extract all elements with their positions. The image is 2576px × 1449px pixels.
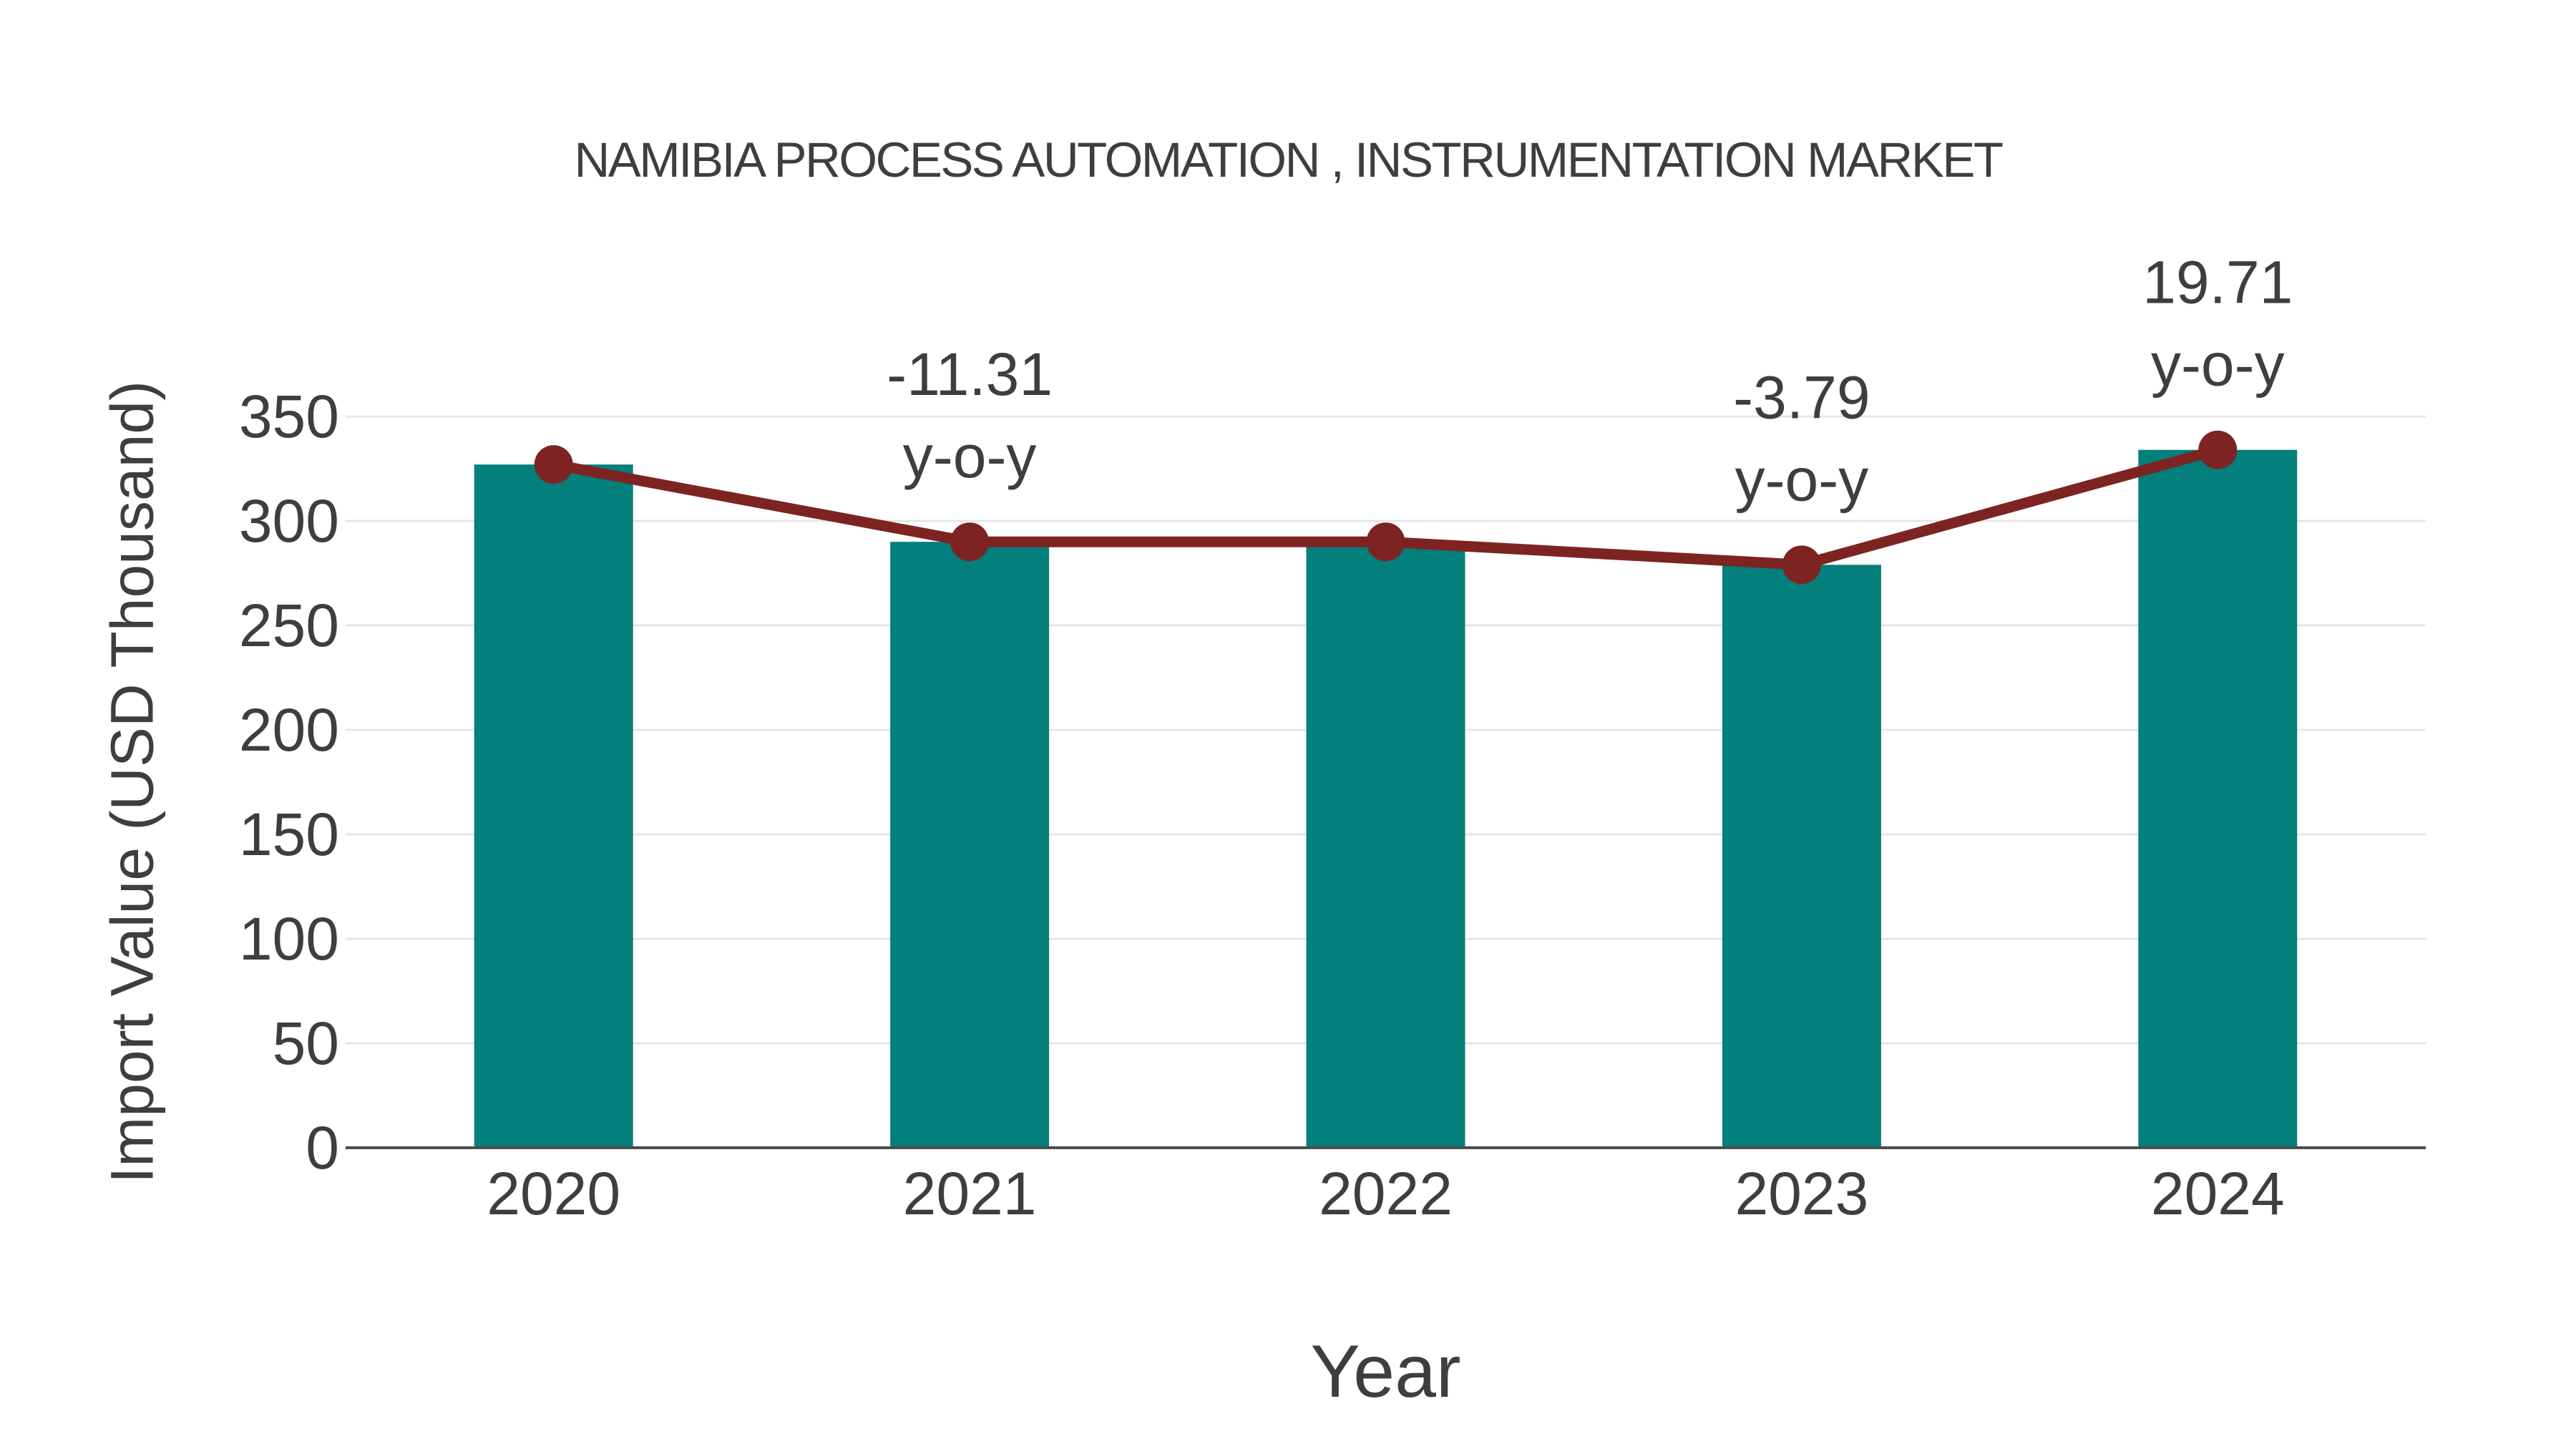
annotation-2024-value: 19.71 — [2142, 249, 2293, 316]
x-axis-title: Year — [1310, 1330, 1461, 1413]
trend-marker-2021 — [950, 522, 990, 562]
bar-2020 — [474, 464, 633, 1148]
annotation-2023-value: -3.79 — [1733, 364, 1870, 431]
bar-2022 — [1306, 542, 1465, 1148]
y-tick-label-250: 250 — [239, 592, 339, 659]
y-tick-label-50: 50 — [273, 1010, 339, 1077]
trend-marker-2022 — [1366, 522, 1405, 562]
bar-2024 — [2138, 449, 2298, 1148]
x-tick-label-2021: 2021 — [903, 1160, 1037, 1227]
chart-title: NAMIBIA PROCESS AUTOMATION , INSTRUMENTA… — [574, 132, 2004, 187]
y-tick-label-350: 350 — [239, 383, 339, 450]
y-tick-label-150: 150 — [239, 801, 339, 868]
annotation-2024-unit: y-o-y — [2151, 331, 2285, 399]
y-tick-label-100: 100 — [239, 905, 339, 972]
y-tick-label-300: 300 — [239, 487, 339, 555]
annotation-2021-value: -11.31 — [887, 341, 1053, 408]
y-tick-label-200: 200 — [239, 696, 339, 763]
x-tick-label-2020: 2020 — [487, 1160, 620, 1227]
trend-marker-2020 — [534, 445, 573, 484]
y-axis-title: Import Value (USD Thousand) — [98, 380, 166, 1184]
annotation-2021-unit: y-o-y — [903, 423, 1037, 490]
x-tick-label-2022: 2022 — [1319, 1160, 1453, 1227]
y-tick-label-0: 0 — [306, 1114, 339, 1181]
bar-2021 — [890, 542, 1050, 1148]
bar-2023 — [1722, 565, 1881, 1148]
x-tick-label-2024: 2024 — [2151, 1160, 2285, 1227]
x-tick-label-2023: 2023 — [1735, 1160, 1868, 1227]
annotation-2023-unit: y-o-y — [1735, 446, 1869, 513]
trend-marker-2023 — [1782, 545, 1821, 585]
trend-marker-2024 — [2198, 430, 2238, 469]
